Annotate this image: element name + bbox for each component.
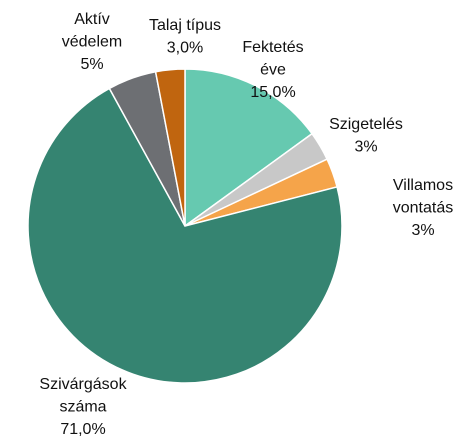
- slice-label: Szivárgások száma: [39, 376, 127, 416]
- value-label: 3,0%: [167, 40, 203, 57]
- slice-label: Talaj típus: [149, 17, 221, 34]
- pie-slice: [27, 87, 343, 384]
- slice-label: Szigetelés: [329, 116, 403, 133]
- value-label: 15,0%: [250, 84, 295, 101]
- slice-label: Fektetés éve: [242, 39, 303, 79]
- pie-slice: [154, 68, 186, 227]
- pie-slice: [184, 68, 314, 228]
- value-label: 3%: [411, 222, 434, 239]
- value-label: 3%: [354, 139, 377, 156]
- value-label: 71,0%: [60, 421, 105, 438]
- slice-label: Villamos vontatás: [393, 177, 453, 217]
- value-label: 5%: [80, 56, 103, 73]
- slice-label: Aktív védelem: [62, 11, 122, 51]
